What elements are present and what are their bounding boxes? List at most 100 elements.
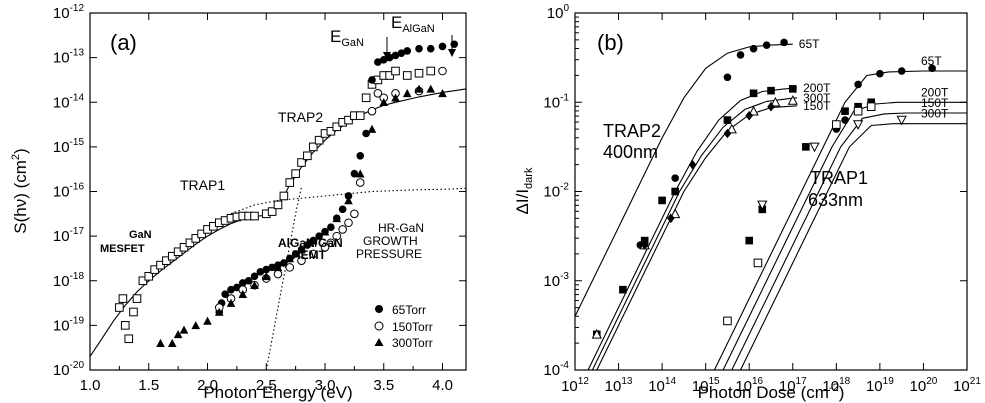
data-point-b xyxy=(658,196,666,205)
algan-gan-label: AlGaN/GaN xyxy=(278,236,343,250)
e-algan-arrowhead-icon xyxy=(448,49,456,57)
series-label-b: 65T xyxy=(921,54,942,68)
data-point-a xyxy=(314,135,324,145)
data-point-a xyxy=(273,269,283,279)
x-tick-label-b: 1013 xyxy=(605,376,633,395)
data-point-a xyxy=(320,242,330,252)
data-point-b xyxy=(748,105,759,116)
data-point-a xyxy=(338,205,347,214)
y-tick-label-a: 10-13 xyxy=(53,48,85,67)
hemt-label: HEMT xyxy=(292,248,327,262)
data-point-a xyxy=(285,263,295,272)
mesfet-label: MESFET xyxy=(100,243,145,255)
data-point-a xyxy=(179,242,189,252)
legend-label-65torr: 65Torr xyxy=(392,303,426,317)
data-point-a xyxy=(262,265,271,274)
data-point-b xyxy=(853,106,863,116)
data-point-b xyxy=(787,95,798,105)
data-point-a xyxy=(350,209,359,219)
data-point-a xyxy=(426,66,436,76)
data-point-b xyxy=(841,107,849,115)
series-label-b: 200T xyxy=(921,85,949,99)
data-point-b xyxy=(866,102,876,112)
data-point-a xyxy=(173,247,183,257)
data-point-b xyxy=(876,69,884,78)
data-point-a xyxy=(379,56,388,64)
data-point-b xyxy=(745,236,754,245)
data-point-a xyxy=(244,276,253,285)
x-tick-label-b: 1014 xyxy=(648,376,676,395)
x-tick-label-b: 1015 xyxy=(692,376,720,395)
data-point-b xyxy=(591,328,602,339)
data-point-a xyxy=(438,66,447,76)
data-point-a xyxy=(391,51,400,60)
data-point-a xyxy=(344,218,353,228)
data-point-a xyxy=(332,231,342,241)
x-tick-label-a: 2.5 xyxy=(256,377,277,394)
data-point-a xyxy=(338,225,347,234)
x-tick-label-a: 3.5 xyxy=(373,377,394,394)
data-point-a xyxy=(438,42,447,51)
series-label-b: 200T xyxy=(803,81,831,95)
x-tick-label-b: 1020 xyxy=(910,376,938,395)
hr-gan-label: HR-GaN xyxy=(378,221,424,235)
data-point-a xyxy=(115,303,124,312)
data-point-b xyxy=(688,159,697,170)
data-point-a xyxy=(279,191,289,201)
plot-frame-b xyxy=(574,12,968,371)
data-point-a xyxy=(391,66,400,76)
data-point-b xyxy=(832,120,841,129)
data-point-a xyxy=(179,325,189,334)
data-point-b xyxy=(640,240,649,250)
x-tick-label-b: 1012 xyxy=(561,376,589,395)
data-point-a xyxy=(402,71,412,80)
data-point-a xyxy=(162,256,171,265)
data-point-a xyxy=(132,294,142,303)
data-point-a xyxy=(344,192,353,200)
panel-label-a: (a) xyxy=(110,30,137,55)
data-point-a xyxy=(385,71,394,80)
fit-curve-b xyxy=(722,101,967,371)
data-point-b xyxy=(745,110,754,121)
data-point-a xyxy=(203,316,212,325)
data-point-a xyxy=(197,229,206,239)
data-point-a xyxy=(367,124,377,133)
data-point-b xyxy=(757,200,768,211)
panel-label-b: (b) xyxy=(597,30,624,55)
trap1-wavelength-label: 633nm xyxy=(808,190,863,210)
data-point-a xyxy=(391,93,400,102)
data-point-a xyxy=(156,338,165,348)
data-point-a xyxy=(373,89,383,98)
legend-a: 65Torr 150Torr 300Torr xyxy=(374,303,433,350)
data-point-a xyxy=(285,178,295,187)
data-points-a xyxy=(115,40,459,348)
data-point-a xyxy=(120,321,130,330)
data-point-a xyxy=(297,158,306,167)
data-point-a xyxy=(355,169,365,178)
data-point-a xyxy=(355,111,365,120)
data-point-a xyxy=(129,307,138,317)
e-algan-label: EAlGaN xyxy=(391,13,435,35)
fit-curve-b xyxy=(731,112,967,371)
data-point-b xyxy=(749,44,758,53)
data-point-b xyxy=(809,142,820,153)
y-tick-label-a: 10-19 xyxy=(53,315,85,334)
data-point-a xyxy=(238,279,247,287)
legend-marker-150torr xyxy=(374,321,384,331)
data-point-a xyxy=(315,232,323,240)
data-point-a xyxy=(414,68,424,78)
y-tick-label-a: 10-12 xyxy=(53,3,85,22)
y-tick-label-a: 10-20 xyxy=(53,360,85,379)
data-point-b xyxy=(802,143,810,151)
data-point-a xyxy=(344,115,353,125)
trap2-label-b: TRAP2 xyxy=(603,121,661,141)
series-label-b: 300T xyxy=(803,91,831,105)
data-point-a xyxy=(308,249,318,259)
data-point-a xyxy=(308,142,318,152)
data-point-b xyxy=(762,41,771,49)
data-point-a xyxy=(250,280,259,290)
data-point-a xyxy=(355,178,365,187)
data-point-a xyxy=(191,234,201,243)
fit-curve-b xyxy=(596,105,798,371)
y-axis-label-a: S(hν) (cm2) xyxy=(10,148,30,233)
